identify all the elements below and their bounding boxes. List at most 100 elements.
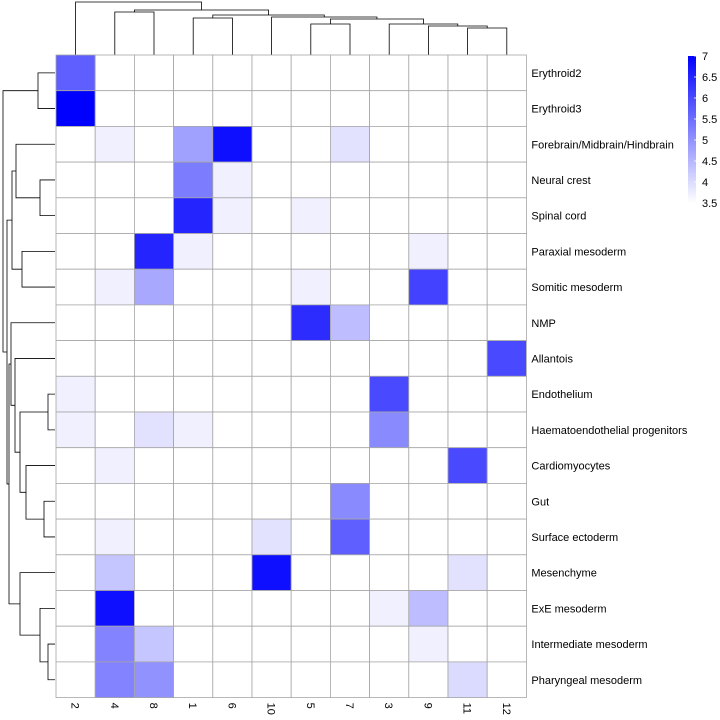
heatmap-cell — [55, 126, 96, 163]
heatmap-cell — [290, 126, 331, 163]
column-dendrogram — [75, 1, 508, 55]
heatmap-cell — [369, 90, 410, 127]
heatmap-cell — [329, 161, 370, 199]
dendrogram-branch — [39, 179, 55, 217]
heatmap-cell — [173, 233, 214, 270]
heatmap-cell — [329, 375, 370, 413]
heatmap-cell — [369, 340, 410, 377]
heatmap-cell — [94, 447, 135, 484]
heatmap-cell — [55, 161, 96, 199]
column-label: 12 — [500, 703, 512, 715]
heatmap-cell — [408, 126, 449, 163]
dendrogram-branch — [212, 14, 325, 18]
heatmap-cell — [369, 197, 410, 234]
heatmap-cell — [408, 661, 449, 699]
dendrogram-branch — [10, 322, 55, 406]
row-labels: Erythroid2 Erythroid3 Forebrain/Midbrain/H… — [531, 68, 687, 687]
row-label: Cardiomyocytes — [531, 461, 610, 473]
heatmap-cell — [55, 233, 96, 270]
heatmap-cell — [55, 54, 96, 92]
heatmap-cell — [251, 447, 292, 484]
column-label: 9 — [421, 703, 433, 709]
heatmap-cell — [133, 126, 174, 163]
dendrogram-branch — [37, 72, 55, 109]
heatmap-cell — [251, 554, 292, 591]
heatmap-cell — [173, 90, 214, 127]
heatmap-cell — [329, 90, 370, 127]
heatmap-cell — [251, 590, 292, 627]
heatmap-cell — [408, 518, 449, 556]
heatmap-cell — [173, 411, 214, 449]
heatmap-cell — [369, 447, 410, 484]
heatmap-cell — [55, 340, 96, 377]
column-label: 7 — [343, 703, 355, 709]
heatmap-cell — [173, 304, 214, 341]
heatmap-cell — [94, 304, 135, 341]
heatmap-cell — [447, 661, 488, 699]
heatmap-cell — [212, 447, 253, 484]
heatmap-cell — [212, 518, 253, 556]
heatmap-cell — [94, 126, 135, 163]
legend-tick-label: 4.5 — [702, 156, 717, 168]
heatmap-cell — [290, 411, 331, 449]
legend-tick-label: 7 — [702, 51, 708, 63]
dendrogram-branch — [192, 17, 233, 55]
dendrogram-branch — [14, 358, 55, 453]
heatmap-cell — [133, 304, 174, 341]
heatmap-cell — [212, 90, 253, 127]
heatmap-cell — [251, 340, 292, 377]
heatmap-cell — [94, 590, 135, 627]
column-labels: 2 4 8 1 6 10 5 7 3 9 11 12 — [69, 703, 512, 715]
heatmap-cell — [133, 90, 174, 127]
heatmap-cell — [55, 90, 96, 127]
row-label: Mesenchyme — [531, 568, 596, 580]
heatmap-cell — [290, 554, 331, 591]
heatmap-cell — [447, 197, 488, 234]
heatmap-cell — [329, 661, 370, 699]
heatmap-cell — [329, 126, 370, 163]
heatmap-cell — [408, 90, 449, 127]
heatmap-cell — [290, 590, 331, 627]
heatmap-cell — [408, 304, 449, 341]
heatmap-cell — [173, 447, 214, 484]
heatmap-cell — [133, 233, 174, 270]
heatmap-cell — [329, 590, 370, 627]
heatmap-cell — [329, 54, 370, 92]
heatmap-cell — [212, 554, 253, 591]
heatmap-cell — [55, 375, 96, 413]
heatmap-cell — [94, 661, 135, 699]
heatmap-cell — [486, 197, 527, 234]
heatmap-cell — [173, 126, 214, 163]
heatmap-cell — [486, 625, 527, 663]
row-label: Erythroid2 — [531, 68, 581, 80]
heatmap-cell — [369, 233, 410, 270]
heatmap-cell — [212, 233, 253, 270]
heatmap-cell — [251, 411, 292, 449]
row-label: Intermediate mesoderm — [531, 639, 647, 651]
heatmap-cell — [369, 590, 410, 627]
heatmap-cell — [251, 375, 292, 413]
heatmap-cell — [290, 54, 331, 92]
heatmap-cell — [173, 54, 214, 92]
heatmap-cell — [369, 126, 410, 163]
row-label: Neural crest — [531, 175, 590, 187]
heatmap-cell — [329, 233, 370, 270]
heatmap-cell — [173, 375, 214, 413]
dendrogram-branch — [75, 1, 202, 55]
heatmap-cell — [173, 197, 214, 234]
heatmap-cell — [369, 482, 410, 520]
heatmap-cell — [329, 482, 370, 520]
row-label: Gut — [531, 496, 549, 508]
dendrogram-branch — [43, 500, 55, 538]
heatmap-cell — [447, 90, 488, 127]
heatmap-cell — [329, 197, 370, 234]
heatmap-cell — [369, 518, 410, 556]
heatmap-cell — [329, 411, 370, 449]
heatmap-cell — [486, 90, 527, 127]
heatmap-cell — [94, 197, 135, 234]
column-label: 3 — [382, 703, 394, 709]
heatmap-cell — [94, 161, 135, 199]
heatmap-cell — [251, 197, 292, 234]
legend-tick-label: 4 — [702, 177, 708, 189]
heatmap-cell — [408, 268, 449, 306]
